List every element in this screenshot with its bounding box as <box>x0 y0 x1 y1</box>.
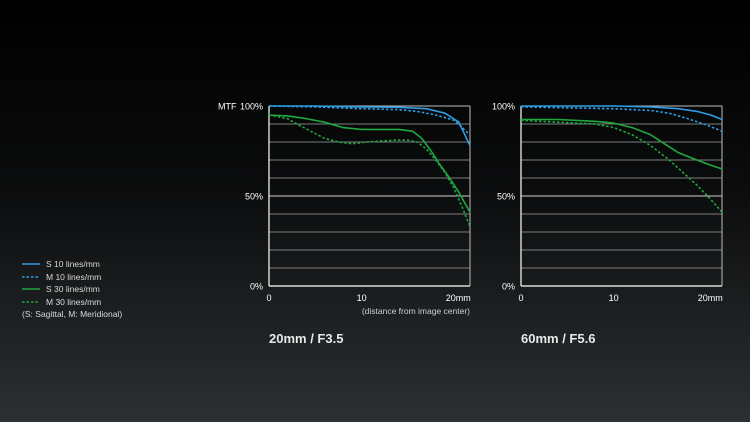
legend: S 10 lines/mm M 10 lines/mm S 30 lines/m… <box>22 258 122 319</box>
y-tick-label: 50% <box>245 192 263 202</box>
legend-item: M 30 lines/mm <box>22 296 122 309</box>
legend-item: M 10 lines/mm <box>22 271 122 284</box>
legend-item: S 30 lines/mm <box>22 283 122 296</box>
y-tick-label: 100% <box>492 102 515 112</box>
y-tick-label: 0% <box>502 282 515 292</box>
legend-line-m30 <box>22 301 40 303</box>
y-tick-label: 50% <box>497 192 515 202</box>
chart-title: 60mm / F5.6 <box>521 331 595 346</box>
x-tick-label: 0 <box>519 293 524 303</box>
y-axis-label: MTF <box>218 102 237 112</box>
legend-item: S 10 lines/mm <box>22 258 122 271</box>
chart-title: 20mm / F3.5 <box>269 331 343 346</box>
legend-note: (S: Sagittal, M: Meridional) <box>22 309 123 319</box>
y-tick-label: 0% <box>250 282 263 292</box>
series-line-1 <box>268 105 471 136</box>
legend-line-s10 <box>22 263 40 265</box>
y-tick-label: 100% <box>240 102 263 112</box>
legend-line-s30 <box>22 288 40 290</box>
x-tick-label: 10 <box>609 293 619 303</box>
x-tick-label: 20mm <box>698 293 723 303</box>
legend-label: S 30 lines/mm <box>46 284 100 295</box>
series-line-2 <box>521 118 723 170</box>
series-line-3 <box>268 114 471 227</box>
legend-label: M 30 lines/mm <box>46 296 102 307</box>
series-line-3 <box>520 119 723 213</box>
x-axis-label: (distance from image center) <box>362 306 470 316</box>
x-tick-label: 10 <box>357 293 367 303</box>
series-line-2 <box>268 114 471 213</box>
legend-label: S 10 lines/mm <box>46 259 100 270</box>
series-line-1 <box>520 106 723 132</box>
x-tick-label: 20mm <box>446 293 471 303</box>
legend-line-m10 <box>22 276 40 278</box>
series-line-0 <box>269 105 471 146</box>
legend-label: M 10 lines/mm <box>46 271 102 282</box>
x-tick-label: 0 <box>267 293 272 303</box>
series-line-0 <box>521 105 723 121</box>
